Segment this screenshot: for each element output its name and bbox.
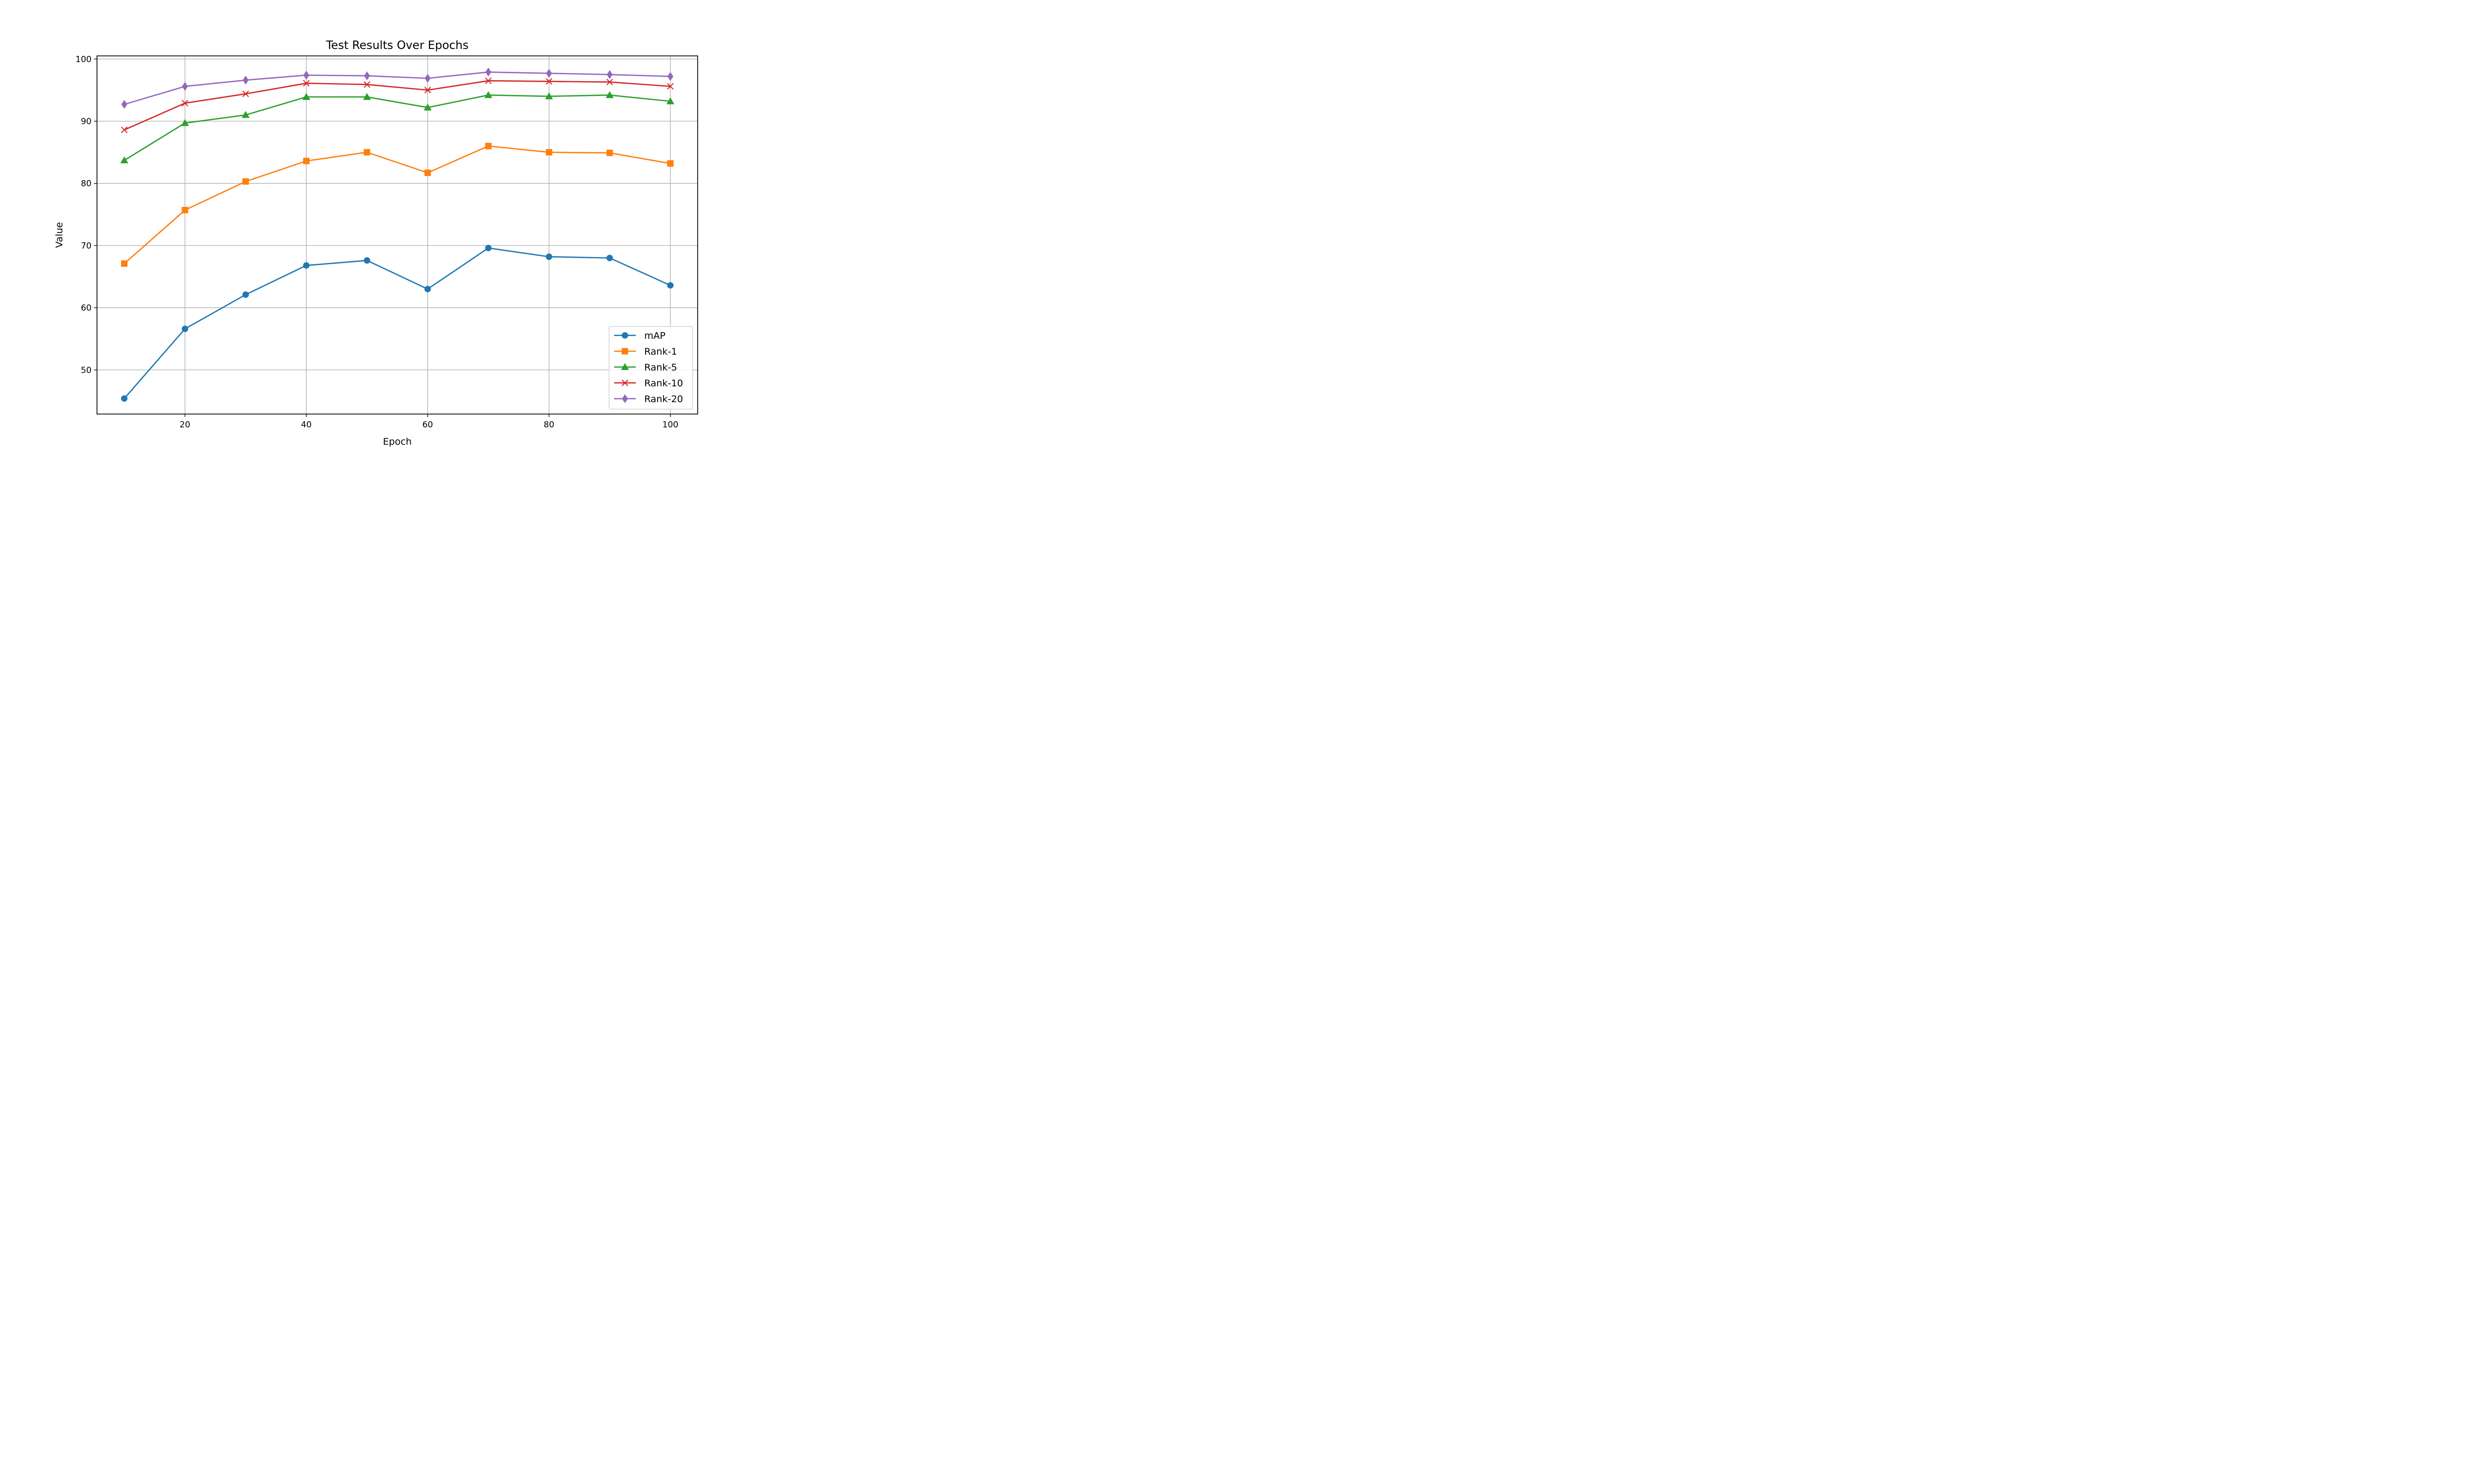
series-rank-10 [121,77,674,134]
data-point [120,156,129,164]
data-point [303,262,310,269]
legend: mAP Rank-1 Rank-5 Rank-10 Rank-20 [609,326,693,410]
y-tick-label: 60 [81,303,92,313]
data-point [242,76,249,85]
series-layer [120,67,674,402]
ticks: 20 40 60 80 100 50 60 70 80 90 100 [76,54,678,430]
data-point [546,149,553,156]
grid [97,56,698,414]
data-point [606,149,613,156]
data-point [242,90,249,97]
data-point [121,260,128,267]
data-point [607,70,613,79]
legend-marker [621,348,628,355]
data-point [182,82,188,91]
data-point [121,395,128,402]
y-tick-label: 50 [81,366,92,375]
data-point [242,178,249,185]
data-point [364,149,371,156]
x-axis-label: Epoch [383,436,412,447]
legend-item: Rank-1 [614,346,677,357]
data-point [241,111,250,118]
data-point [485,142,492,149]
data-point [303,80,310,87]
data-point [364,257,371,264]
data-point [181,119,189,126]
legend-marker [621,363,629,370]
series-rank-1 [121,142,674,267]
legend-label: Rank-5 [644,362,677,373]
y-tick-label: 70 [81,241,92,251]
data-point [121,126,128,134]
data-point [666,97,674,104]
y-axis-label: Value [54,222,65,248]
legend-marker [621,379,628,386]
data-point [545,92,553,99]
legend-label: Rank-20 [644,394,683,405]
data-point [302,93,311,100]
data-point [606,91,614,98]
legend-item: mAP [614,330,666,341]
legend-label: mAP [644,330,666,341]
legend-item: Rank-20 [614,394,683,405]
data-point [182,325,189,332]
chart: 20 40 60 80 100 50 60 70 80 90 100 Test Results Ov… [0,0,765,459]
data-point [546,69,552,78]
data-point [667,83,674,90]
data-point [424,285,431,292]
series-rank-20 [121,67,673,109]
data-point [667,160,674,167]
data-point [424,103,432,111]
y-tick-label: 100 [76,54,92,64]
data-point [485,244,492,251]
legend-item: Rank-5 [614,362,677,373]
legend-item: Rank-10 [614,378,683,389]
legend-marker [622,394,628,403]
data-point [667,282,674,289]
data-point [545,78,553,85]
series-map [121,244,674,402]
data-point [303,157,310,164]
data-point [363,81,371,88]
series-line [124,94,670,161]
data-point [425,74,431,83]
data-point [546,253,553,260]
data-point [364,71,370,81]
data-point [303,70,310,80]
series-line [124,71,670,105]
series-rank-5 [120,91,674,164]
x-tick-label: 40 [301,420,312,430]
legend-label: Rank-1 [644,346,677,357]
legend-frame [609,326,693,410]
data-point [363,93,371,100]
data-point [242,291,249,298]
legend-label: Rank-10 [644,378,683,389]
data-point [606,255,613,262]
data-point [424,169,431,176]
x-tick-label: 100 [663,420,678,430]
data-point [182,207,189,214]
data-point [606,79,613,86]
chart-title: Test Results Over Epochs [326,39,469,52]
y-tick-label: 80 [81,179,92,189]
legend-marker [621,332,628,339]
plot-area-frame [96,55,698,415]
x-tick-label: 80 [544,420,555,430]
x-tick-label: 60 [422,420,433,430]
series-line [124,145,671,264]
data-point [484,91,492,98]
data-point [121,100,128,109]
y-tick-label: 90 [81,117,92,127]
data-point [667,72,673,81]
series-line [124,247,671,399]
data-point [485,77,492,84]
data-point [424,87,431,93]
x-tick-label: 20 [180,420,190,430]
data-point [485,67,491,77]
series-line [124,80,670,131]
data-point [182,99,189,107]
